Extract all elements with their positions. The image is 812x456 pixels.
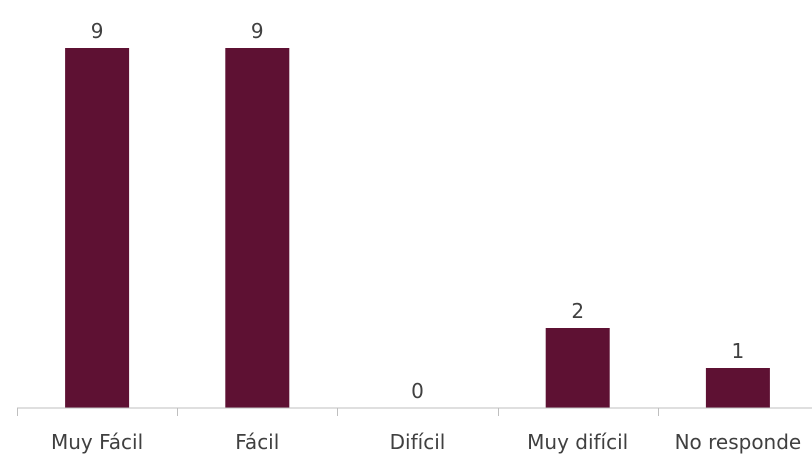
data-label-1: 9 xyxy=(251,19,264,43)
bar-3 xyxy=(545,328,610,408)
x-tick-label-1: Fácil xyxy=(235,430,279,454)
data-labels-layer: 9 9 0 2 1 xyxy=(91,19,745,403)
x-tick-label-2: Difícil xyxy=(390,430,446,454)
bar-1 xyxy=(225,48,290,408)
x-axis xyxy=(17,407,812,416)
x-tick-label-3: Muy difícil xyxy=(527,430,628,454)
data-label-2: 0 xyxy=(411,379,424,403)
data-label-3: 2 xyxy=(571,299,584,323)
bar-4 xyxy=(705,368,770,408)
data-label-0: 9 xyxy=(91,19,104,43)
x-tick-label-0: Muy Fácil xyxy=(51,430,143,454)
bars-layer xyxy=(65,48,770,408)
bar-0 xyxy=(65,48,130,408)
x-tick-labels: Muy Fácil Fácil Difícil Muy difícil No respo… xyxy=(51,430,801,454)
data-label-4: 1 xyxy=(732,339,745,363)
x-tick-label-4: No responde xyxy=(675,430,802,454)
